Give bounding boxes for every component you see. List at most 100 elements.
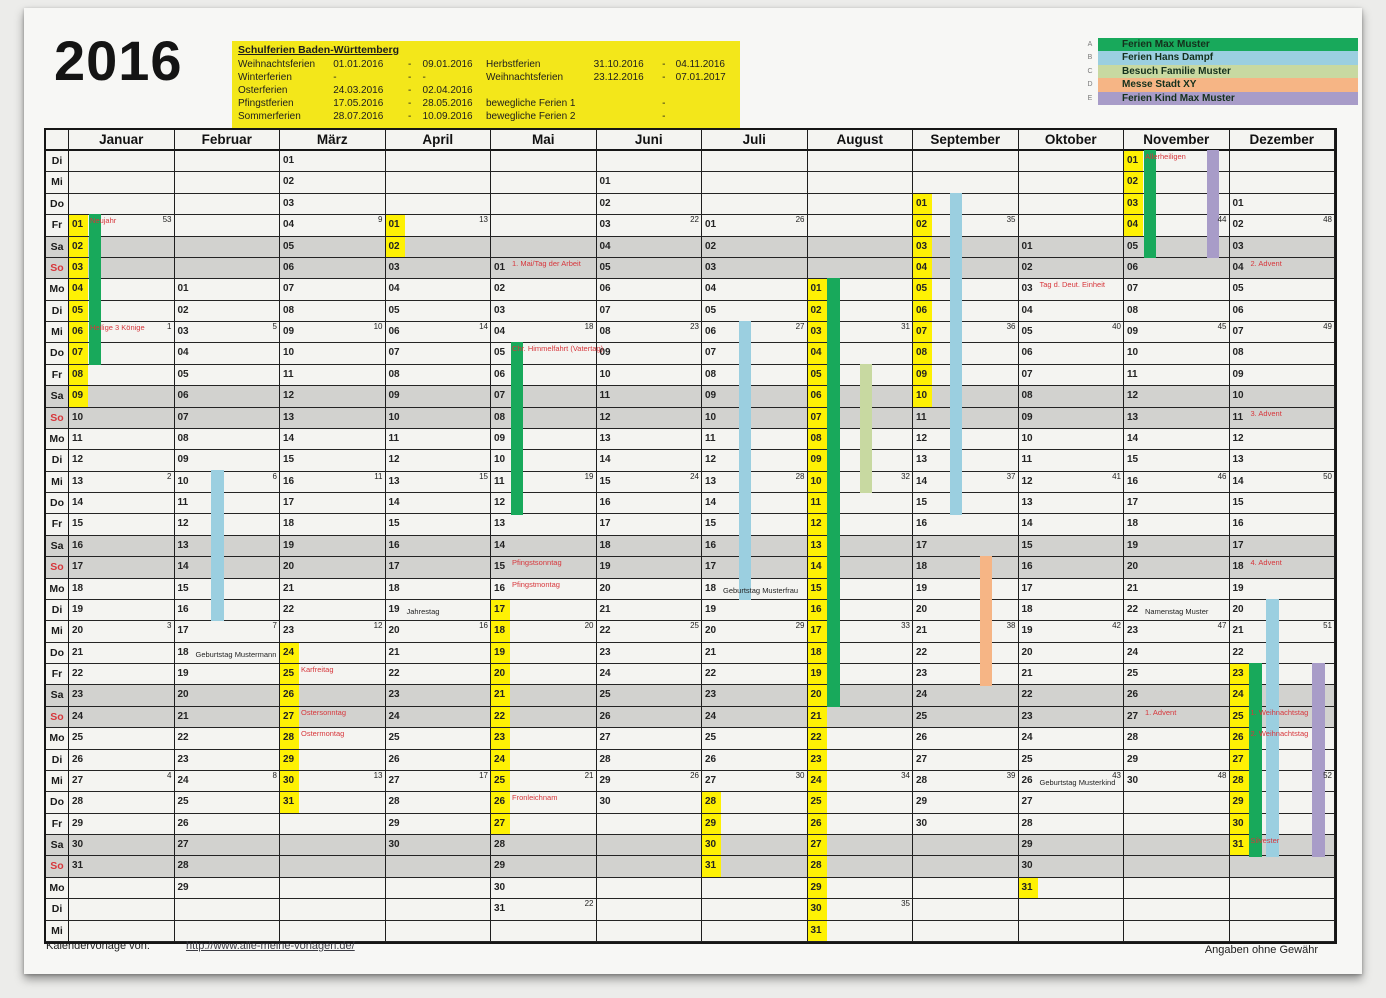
day-number: 06 — [283, 261, 295, 273]
day-number: 20 — [388, 625, 400, 637]
day-cell: 27 1. Advent — [1124, 706, 1230, 729]
day-cell: 14 — [491, 535, 597, 558]
day-cell: 14 — [1124, 428, 1230, 451]
day-number: 15 — [177, 582, 189, 594]
day-number: 28 — [807, 856, 827, 877]
day-number: 24 — [705, 710, 717, 722]
day-number: 23 — [1021, 710, 1033, 722]
day-cell: 02 — [69, 235, 175, 259]
holiday-name: Winterferien — [238, 72, 292, 83]
day-cell: 01 53 Neujahr — [69, 213, 175, 237]
day-cell: 25 — [1124, 664, 1230, 686]
day-cell: 26 Fronleichnam — [491, 792, 597, 814]
day-number: 31 — [1229, 835, 1249, 856]
day-cell: 02 — [174, 300, 280, 322]
lane-bar-e — [1312, 662, 1325, 686]
day-cell — [385, 856, 491, 878]
lane-bar-e — [1312, 748, 1325, 772]
day-number: 23 — [388, 689, 400, 701]
day-number: 01 — [807, 279, 827, 300]
event-label: Neujahr — [90, 216, 117, 226]
day-cell: 20 — [807, 684, 913, 707]
day-cell: 25 21 — [491, 770, 597, 793]
lane-bar-a — [510, 342, 524, 365]
legend-letter: D — [1087, 81, 1093, 89]
day-cell — [913, 899, 1019, 921]
day-cell: 12 — [702, 449, 808, 472]
day-number: 26 — [491, 792, 510, 813]
week-number: 13 — [479, 215, 488, 225]
day-cell: 21 — [385, 642, 491, 664]
day-number: 18 — [177, 646, 189, 658]
day-number: 23 — [1229, 664, 1249, 685]
holiday-to-date: 09.01.2016 — [422, 59, 473, 70]
day-cell: 23 — [174, 749, 280, 771]
day-number: 12 — [1127, 390, 1139, 402]
day-number: 13 — [388, 475, 400, 487]
legend-letter: E — [1087, 94, 1093, 102]
day-number: 28 — [72, 796, 84, 808]
day-cell: 22 — [1018, 685, 1124, 707]
day-cell: 30 13 — [280, 770, 386, 793]
lane-bar-b — [1266, 705, 1279, 729]
template-source-link[interactable]: http://www.alle-meine-vorlagen.de/ — [185, 940, 355, 952]
day-cell: 10 6 — [174, 470, 280, 494]
day-cell: 30 — [702, 835, 808, 857]
day-cell: 02 — [1124, 171, 1230, 194]
day-cell: 06 — [491, 363, 597, 387]
day-number: 02 — [599, 197, 611, 209]
day-number: 05 — [69, 300, 88, 321]
day-number: 10 — [388, 411, 400, 423]
day-cell — [702, 920, 808, 942]
day-cell: 23 — [596, 642, 702, 664]
day-cell: 29 — [1229, 791, 1335, 814]
day-number: 09 — [705, 390, 717, 402]
lane-bar-b — [949, 256, 963, 280]
day-cell — [1229, 856, 1335, 878]
day-cell — [280, 835, 386, 857]
day-number: 18 — [599, 539, 611, 551]
day-cell — [1018, 172, 1124, 194]
day-number: 29 — [1127, 753, 1139, 765]
day-number: 03 — [599, 219, 611, 231]
day-number: 12 — [1021, 475, 1033, 487]
day-cell: 11 — [280, 364, 386, 387]
lane-bar-a — [510, 384, 524, 408]
day-cell: 13 2 — [69, 471, 175, 493]
day-number: 10 — [1127, 347, 1139, 359]
day-number: 10 — [1232, 390, 1244, 402]
month-header: Oktober — [1018, 130, 1124, 151]
day-number: 10 — [72, 411, 84, 423]
day-cell: 14 — [702, 491, 808, 515]
month-header: Juli — [702, 130, 808, 151]
holiday-from-date: 17.05.2016 — [333, 98, 384, 109]
day-cell: 09 — [174, 450, 280, 472]
day-number: 17 — [916, 539, 928, 551]
day-cell: 13 — [807, 534, 913, 558]
day-cell — [491, 215, 597, 237]
day-number: 24 — [1127, 646, 1139, 658]
day-cell: 24 34 — [807, 770, 913, 793]
day-cell: 05 — [596, 257, 702, 280]
day-cell: 12 — [596, 407, 702, 429]
day-number: 17 — [388, 561, 400, 573]
day-number: 06 — [177, 390, 189, 402]
day-number: 28 — [494, 839, 506, 850]
holiday-date-separator: - — [407, 72, 412, 83]
day-cell — [807, 257, 913, 280]
day-number: 19 — [388, 603, 400, 615]
day-number: 22 — [916, 646, 928, 658]
day-number: 04 — [1124, 215, 1143, 236]
day-cell: 07 — [174, 407, 280, 429]
day-number: 25 — [1021, 753, 1033, 765]
day-number: 22 — [705, 668, 717, 679]
lane-bar-a — [1249, 833, 1262, 857]
day-number: 28 — [599, 753, 611, 765]
day-cell: 03 — [385, 257, 491, 280]
weekday-label: Do — [46, 343, 69, 365]
holiday-to-date: 02.04.2016 — [422, 85, 473, 96]
day-number: 27 — [280, 706, 299, 728]
day-cell: 26 — [1124, 685, 1230, 707]
day-number: 27 — [807, 835, 827, 856]
day-number: 14 — [388, 497, 400, 508]
